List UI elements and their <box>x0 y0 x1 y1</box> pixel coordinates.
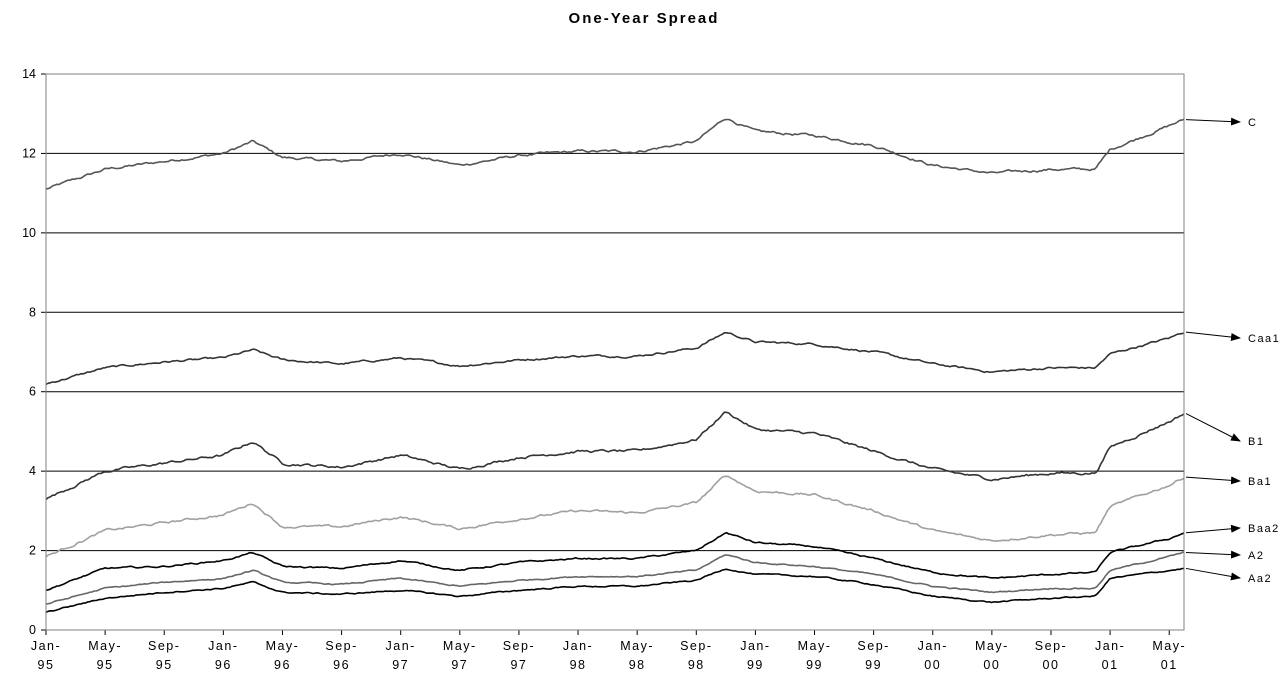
x-tick-label-month: Sep- <box>680 639 712 653</box>
y-tick-label: 0 <box>29 623 36 637</box>
x-tick-label-month: Jan- <box>918 639 948 653</box>
x-tick-label-year: 95 <box>38 658 55 672</box>
series-line-caa1 <box>45 332 1185 386</box>
x-tick-label-month: Jan- <box>563 639 593 653</box>
x-tick-label-year: 99 <box>865 658 882 672</box>
series-arrow-baa2 <box>1185 524 1241 534</box>
x-tick-label-year: 95 <box>156 658 173 672</box>
x-tick-label-month: May- <box>975 639 1009 653</box>
chart-title: One-Year Spread <box>568 10 720 27</box>
x-tick-label-year: 98 <box>570 658 587 672</box>
y-tick-label: 10 <box>22 226 36 240</box>
x-tick-label-month: Jan- <box>208 639 238 653</box>
series-line-c <box>45 118 1185 190</box>
x-tick-label-year: 00 <box>1043 658 1060 672</box>
x-tick-label-year: 96 <box>333 658 350 672</box>
series-arrow-ba1 <box>1185 476 1241 485</box>
gridlines <box>46 152 1184 552</box>
x-tick-label-month: May- <box>798 639 832 653</box>
x-tick-label-month: May- <box>266 639 300 653</box>
series-label-ba1: Ba1 <box>1248 476 1272 488</box>
x-tick-label-month: Sep- <box>857 639 889 653</box>
series-line-aa2 <box>45 567 1185 614</box>
series-line-b1 <box>45 411 1185 501</box>
series-label-caa1: Caa1 <box>1248 333 1280 345</box>
x-tick-label-month: Sep- <box>1035 639 1067 653</box>
x-tick-label-month: Sep- <box>503 639 535 653</box>
y-tick-label: 2 <box>29 544 36 558</box>
series-label-c: C <box>1248 117 1257 129</box>
y-tick-label: 14 <box>22 67 36 81</box>
x-tick-label-year: 98 <box>629 658 646 672</box>
series-arrow-aa2 <box>1185 567 1241 581</box>
x-tick-label-month: May- <box>620 639 654 653</box>
series-line-a2 <box>45 551 1185 605</box>
x-axis: Jan- 95 May- 95 Sep- 95 Jan- 96 May- 96 Sep- 96 Jan-… <box>31 629 1186 672</box>
x-tick-label-year: 01 <box>1161 658 1178 672</box>
x-tick-label-year: 96 <box>215 658 232 672</box>
x-tick-label-month: Jan- <box>386 639 416 653</box>
x-tick-label-year: 00 <box>924 658 941 672</box>
series-lines <box>45 118 1185 614</box>
x-tick-label-month: May- <box>88 639 122 653</box>
y-tick-label: 8 <box>29 305 36 319</box>
x-tick-label-year: 99 <box>806 658 823 672</box>
x-tick-label-month: May- <box>443 639 477 653</box>
series-label-b1: B1 <box>1248 436 1264 448</box>
x-tick-label-year: 96 <box>274 658 291 672</box>
x-tick-label-year: 95 <box>97 658 114 672</box>
x-tick-label-month: Jan- <box>31 639 61 653</box>
x-tick-label-year: 00 <box>983 658 1000 672</box>
series-arrow-b1 <box>1185 413 1241 442</box>
x-tick-label-year: 99 <box>747 658 764 672</box>
x-tick-label-year: 97 <box>451 658 468 672</box>
series-label-baa2: Baa2 <box>1248 523 1280 535</box>
series-line-baa2 <box>45 531 1185 591</box>
x-tick-label-year: 97 <box>392 658 409 672</box>
x-tick-label-year: 98 <box>688 658 705 672</box>
y-tick-label: 12 <box>22 146 36 160</box>
x-tick-label-month: Jan- <box>740 639 770 653</box>
x-tick-label-month: May- <box>1152 639 1186 653</box>
x-tick-label-month: Jan- <box>1095 639 1125 653</box>
x-tick-label-month: Sep- <box>325 639 357 653</box>
series-arrow-caa1 <box>1185 331 1241 342</box>
y-tick-label: 4 <box>29 464 36 478</box>
series-arrow-a2 <box>1185 550 1241 559</box>
y-tick-label: 6 <box>29 385 36 399</box>
x-tick-label-year: 97 <box>510 658 527 672</box>
series-label-a2: A2 <box>1248 550 1264 562</box>
series-labels: C Caa1 B1 Ba1 Baa2 A2 Aa2 <box>1185 117 1280 585</box>
y-axis: 0 2 4 6 8 10 12 14 <box>22 67 47 637</box>
series-label-aa2: Aa2 <box>1248 573 1272 585</box>
plot-area-frame <box>45 73 1185 631</box>
series-line-ba1 <box>45 475 1185 558</box>
series-arrow-c <box>1185 117 1241 126</box>
x-tick-label-year: 01 <box>1102 658 1119 672</box>
x-tick-label-month: Sep- <box>148 639 180 653</box>
